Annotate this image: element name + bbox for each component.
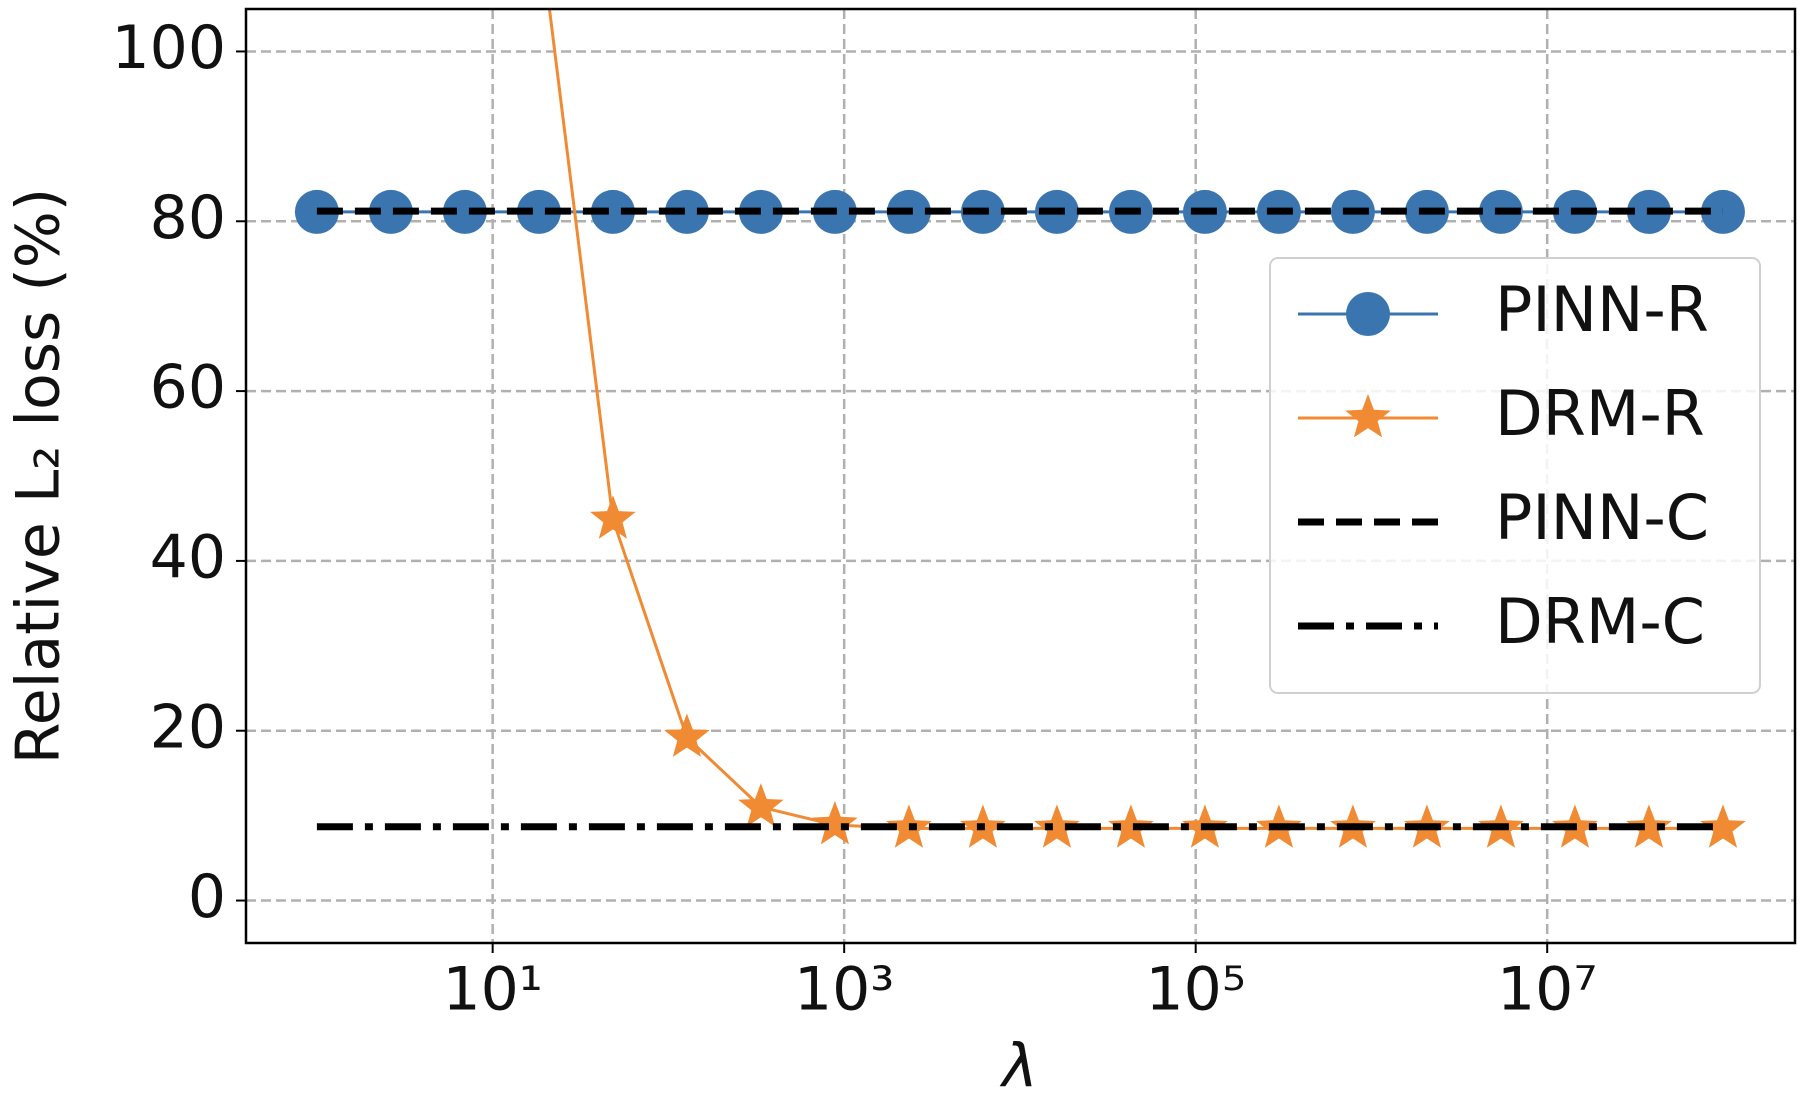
- marker: [1345, 394, 1391, 438]
- legend-label: PINN-C: [1495, 481, 1709, 554]
- marker: [738, 189, 783, 234]
- y-tick-label: 0: [188, 862, 226, 932]
- marker: [1034, 804, 1080, 848]
- legend-box: [1269, 257, 1761, 694]
- y-tick-label: 20: [150, 692, 226, 762]
- plot-frame: [244, 7, 1797, 945]
- marker: [1626, 804, 1672, 848]
- plot-area: [294, 9, 1746, 848]
- y-tick-label: 60: [150, 353, 226, 423]
- marker: [738, 783, 784, 827]
- marker: [590, 189, 635, 234]
- legend: PINN-R DRM-R PINN-C DRM-C: [1269, 257, 1761, 694]
- y-tick-label: 100: [111, 13, 226, 83]
- marker: [1700, 804, 1746, 848]
- x-tick-label: 10⁵: [1145, 955, 1245, 1025]
- marker: [812, 801, 858, 845]
- marker: [368, 189, 413, 234]
- x-tick-label: 10³: [794, 955, 894, 1025]
- marker: [664, 189, 709, 234]
- y-tick-label: 80: [150, 183, 226, 253]
- x-tick-label: 10⁷: [1497, 955, 1597, 1025]
- x-axis-label: λ: [999, 1032, 1038, 1102]
- marker: [516, 189, 561, 234]
- x-tick-label: 10¹: [442, 955, 542, 1025]
- marker: [664, 713, 710, 757]
- marker: [590, 495, 636, 539]
- y-tick-label: 40: [150, 523, 226, 593]
- legend-label: DRM-R: [1495, 377, 1705, 450]
- marker: [442, 189, 487, 234]
- marker: [1108, 804, 1154, 848]
- legend-label: DRM-C: [1495, 585, 1705, 658]
- legend-label: PINN-R: [1495, 273, 1709, 346]
- marker: [1346, 292, 1390, 336]
- y-axis-label: Relative L₂ loss (%): [4, 188, 74, 764]
